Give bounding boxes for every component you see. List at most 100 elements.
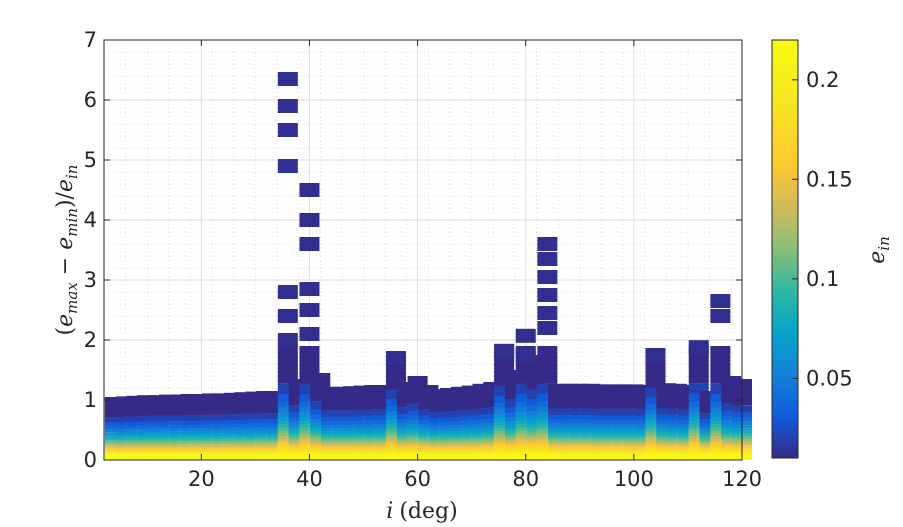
- bar-segment: [602, 432, 623, 435]
- bar-segment: [169, 452, 190, 454]
- bar-segment: [548, 448, 569, 451]
- bar-segment: [396, 436, 417, 439]
- bar-segment: [526, 444, 547, 447]
- bar-base: [223, 455, 244, 460]
- outlier-point: [277, 309, 298, 323]
- bar-segment: [256, 449, 277, 451]
- bar-segment: [515, 433, 536, 436]
- bar-segment: [212, 424, 233, 428]
- bar-segment: [602, 452, 623, 454]
- bar-segment: [472, 448, 493, 451]
- bar-segment: [353, 452, 374, 455]
- bar-segment: [223, 449, 244, 451]
- bar-segment: [721, 441, 742, 443]
- bar-segment: [234, 450, 255, 452]
- bar-segment: [375, 442, 396, 445]
- bar-segment: [321, 441, 342, 444]
- bar-segment: [331, 450, 352, 452]
- bar-segment: [104, 452, 125, 454]
- bar-segment: [602, 448, 623, 451]
- bar-segment: [385, 415, 406, 420]
- bar-segment: [180, 435, 201, 438]
- bar-segment: [212, 437, 233, 440]
- bar-segment: [440, 446, 461, 448]
- y-tick-label: 2: [84, 328, 97, 352]
- bar-segment: [623, 408, 644, 416]
- bar-segment: [515, 443, 536, 446]
- bar-segment: [342, 444, 363, 447]
- bar-segment: [321, 433, 342, 436]
- outlier-point: [299, 327, 320, 341]
- bar-segment: [267, 443, 288, 446]
- outlier-point: [494, 343, 515, 358]
- bar-segment: [634, 454, 655, 456]
- bar-segment: [375, 448, 396, 451]
- bar-segment: [288, 437, 309, 440]
- bar-segment: [342, 442, 363, 445]
- bar-segment: [115, 444, 136, 447]
- bar-segment: [548, 419, 569, 424]
- bar-segment: [613, 450, 634, 452]
- bar-segment: [202, 453, 223, 455]
- bar-segment: [558, 427, 579, 430]
- bar-segment: [148, 431, 169, 434]
- bar-segment: [385, 444, 406, 447]
- bar-segment: [169, 435, 190, 438]
- bar-segment: [440, 443, 461, 445]
- bar-segment: [450, 416, 471, 422]
- bar-segment: [548, 436, 569, 439]
- bar-segment: [137, 453, 158, 455]
- bar-segment: [169, 445, 190, 448]
- bar-segment: [472, 419, 493, 424]
- bar-segment: [104, 438, 125, 441]
- bar-segment: [115, 431, 136, 435]
- bar-segment: [688, 445, 709, 448]
- bar-segment: [494, 449, 515, 452]
- bar-segment: [558, 451, 579, 453]
- bar-segment: [202, 437, 223, 440]
- bar-segment: [407, 427, 428, 430]
- bar-segment: [504, 413, 525, 418]
- bar-segment: [450, 444, 471, 447]
- bar-segment: [126, 438, 147, 440]
- bar-segment: [710, 401, 731, 408]
- bar-segment: [245, 445, 266, 447]
- bar-segment: [407, 429, 428, 433]
- bar-segment: [645, 445, 666, 448]
- bar-segment: [277, 449, 298, 452]
- bar-segment: [688, 412, 709, 417]
- bar-segment: [191, 442, 212, 445]
- bar-segment: [667, 436, 688, 439]
- bar-segment: [234, 435, 255, 438]
- bar-segment: [721, 416, 742, 421]
- bar-segment: [169, 450, 190, 453]
- bar-base: [256, 455, 277, 460]
- bar-segment: [115, 451, 136, 453]
- bar-segment: [277, 423, 298, 428]
- bar-segment: [623, 439, 644, 441]
- bar-segment: [526, 441, 547, 445]
- bar-segment: [483, 438, 504, 441]
- x-tick-label: 80: [512, 467, 539, 491]
- bar-segment: [677, 448, 698, 451]
- bar-segment: [677, 424, 698, 428]
- bar-segment: [418, 424, 439, 428]
- y-tick-label: 6: [84, 88, 97, 112]
- bar-segment: [331, 428, 352, 431]
- bar-segment: [472, 452, 493, 454]
- bar-segment: [353, 432, 374, 436]
- bar-segment: [277, 412, 298, 417]
- outlier-point: [385, 351, 406, 365]
- bar-segment: [245, 423, 266, 428]
- bar-segment: [504, 424, 525, 429]
- bar-segment: [364, 409, 385, 416]
- bar-segment: [461, 454, 482, 456]
- bar-segment: [310, 446, 331, 448]
- axes: [103, 39, 743, 461]
- bar-base: [569, 455, 590, 460]
- bar-base: [688, 455, 709, 460]
- bar-segment: [710, 447, 731, 450]
- bar-segment: [634, 409, 655, 416]
- bar-segment: [537, 393, 558, 402]
- bar-segment: [472, 445, 493, 448]
